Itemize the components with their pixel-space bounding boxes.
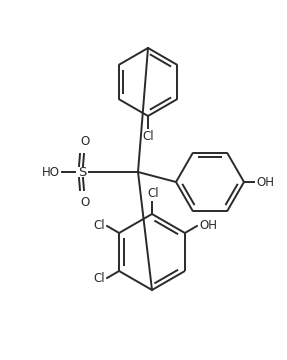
Text: O: O xyxy=(80,196,90,209)
Text: S: S xyxy=(78,166,86,179)
Text: OH: OH xyxy=(199,219,217,231)
Text: HO: HO xyxy=(42,166,60,179)
Text: Cl: Cl xyxy=(142,130,154,143)
Text: Cl: Cl xyxy=(94,273,105,285)
Text: Cl: Cl xyxy=(147,187,159,200)
Text: OH: OH xyxy=(256,176,274,189)
Text: Cl: Cl xyxy=(94,219,105,231)
Text: O: O xyxy=(80,135,90,148)
